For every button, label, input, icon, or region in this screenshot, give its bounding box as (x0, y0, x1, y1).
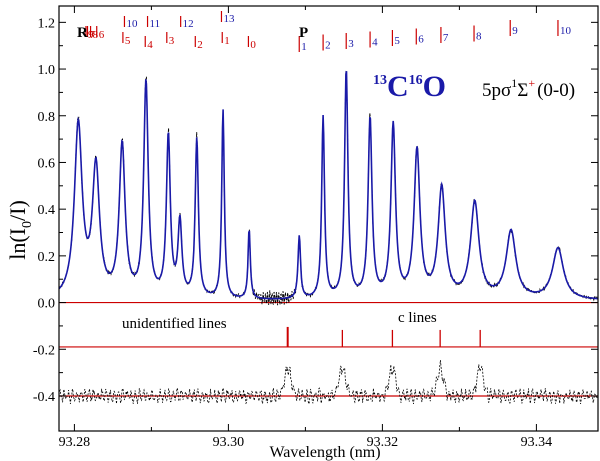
assignment-labels-group: 97865432101011121312345678910 (85, 11, 572, 53)
y-tick-label: 0.8 (38, 110, 56, 125)
c-lines-group (286, 326, 481, 347)
r-branch-assignment: 2 (197, 39, 203, 51)
r-branch-assignment: 0 (250, 39, 256, 51)
y-tick-label: 0.0 (38, 297, 56, 312)
p-branch-assignment: 3 (348, 38, 354, 50)
p-branch-assignment: 7 (443, 32, 449, 44)
p-branch-label: P (299, 25, 308, 41)
axes-group: 93.28 93.30 93.32 93.34 -0.4 -0.2 0.0 0.2 0.4 0.6… (33, 5, 599, 450)
state-symmetry: Σ (517, 80, 528, 101)
y-tick-label: 1.2 (38, 16, 56, 31)
element-oxygen: O (423, 70, 446, 103)
r-branch-assignment: 7 (89, 29, 95, 41)
experimental-trace-group (59, 70, 598, 406)
p-branch-assignment: 6 (418, 34, 424, 46)
r-branch-label: R (77, 25, 88, 41)
r-branch-high-j-assignment: 12 (183, 18, 194, 30)
experimental-series (59, 70, 598, 306)
r-branch-assignment: 8 (93, 29, 99, 41)
r-branch-high-j-assignment: 10 (126, 18, 138, 30)
y-label-main: ln(I (5, 228, 30, 260)
mass-oxygen: 16 (409, 73, 423, 88)
mass-carbon: 13 (373, 73, 387, 88)
r-branch-assignment: 6 (99, 29, 105, 41)
y-axis-label: ln(I0/I) (5, 200, 35, 260)
p-branch-assignment: 1 (301, 41, 307, 53)
x-tick-label: 93.32 (367, 435, 399, 450)
simulated-trace-group (59, 70, 598, 300)
y-tick-label: 0.6 (38, 156, 56, 171)
r-branch-assignment: 5 (125, 35, 131, 47)
r-branch-assignment: 4 (147, 39, 153, 51)
y-tick-label: -0.2 (33, 343, 55, 358)
p-branch-assignment: 10 (560, 25, 572, 37)
plot-frame (58, 5, 599, 432)
unidentified-lines-label: unidentified lines (122, 316, 227, 332)
y-tick-label: -0.4 (33, 390, 55, 405)
p-branch-assignment: 8 (476, 31, 482, 43)
y-tick-label: 0.4 (38, 203, 56, 218)
element-carbon: C (387, 70, 409, 103)
y-label-end: /I) (5, 200, 30, 221)
p-branch-assignment: 9 (512, 25, 518, 37)
x-tick-label: 93.28 (59, 435, 91, 450)
state-band: (0-0) (537, 80, 575, 101)
y-tick-label: 0.2 (38, 250, 56, 265)
c-lines-label: c lines (398, 310, 437, 326)
p-branch-assignment: 2 (325, 40, 331, 52)
y-tick-label: 1.0 (38, 63, 56, 78)
state-label: 5pσ1Σ+ (0-0) (482, 76, 575, 101)
r-branch-high-j-assignment: 11 (150, 18, 161, 30)
x-axis-label: Wavelength (nm) (269, 444, 380, 461)
r-branch-high-j-assignment: 13 (223, 13, 235, 25)
residual-series (59, 359, 598, 406)
p-branch-assignment: 4 (372, 37, 378, 49)
simulated-series (59, 70, 598, 300)
molecule-label: 13C16O (373, 70, 446, 103)
x-tick-label: 93.34 (521, 435, 553, 450)
p-branch-assignment: 5 (394, 35, 400, 47)
state-orbital: 5pσ (482, 80, 511, 101)
state-multiplicity: 1 (511, 76, 517, 90)
state-parity: + (528, 76, 535, 90)
r-branch-assignment: 1 (224, 35, 230, 47)
r-branch-assignment: 3 (169, 35, 175, 47)
y-label-sub: 0 (20, 221, 35, 228)
x-tick-label: 93.30 (213, 435, 245, 450)
